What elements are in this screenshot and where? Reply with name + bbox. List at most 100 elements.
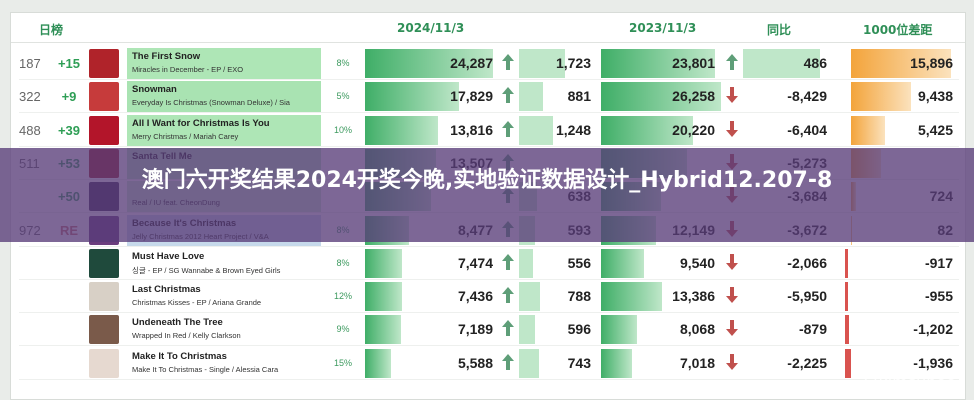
value-2024: 5,588 [457, 354, 493, 371]
value-2024-delta: 1,248 [555, 121, 591, 138]
trend-arrow-icon [501, 352, 515, 372]
value-2024-delta: 881 [567, 88, 591, 105]
row-divider [19, 345, 959, 347]
trend-arrow-icon [501, 285, 515, 305]
header-date-2023: 2023/11/3 [629, 21, 697, 35]
album-cover-image [89, 248, 119, 278]
bar-2023 [601, 348, 633, 378]
value-2023: 13,386 [672, 288, 715, 305]
header-date-2024: 2024/11/3 [397, 21, 465, 35]
trend-arrow-icon [501, 52, 515, 72]
value-2024: 7,474 [457, 254, 493, 271]
song-title: Must Have Love [132, 250, 205, 262]
value-2024: 7,436 [457, 288, 493, 305]
value-gap-1000: -1,936 [913, 354, 953, 371]
bar-gap [845, 348, 851, 378]
value-2023: 8,068 [679, 321, 715, 338]
share-percent: 15% [333, 357, 352, 368]
bar-gap [845, 248, 848, 278]
song-info: Undeneath The Tree Wrapped In Red / Kelly… [127, 314, 321, 346]
song-info: Must Have Love 싱글 - EP / SG Wannabe & Bro… [127, 247, 321, 279]
header-daily: 日榜 [39, 23, 64, 37]
album-artist: Christmas Kisses - EP / Ariana Grande [132, 298, 262, 308]
album-cover-image [89, 282, 119, 312]
bar-gap [851, 82, 911, 112]
value-2024: 24,287 [450, 55, 493, 71]
value-gap-1000: 15,896 [910, 55, 953, 71]
trend-arrow-icon [725, 318, 739, 338]
row-divider [19, 378, 959, 380]
value-2024: 7,189 [457, 321, 493, 338]
song-title: The First Snow [132, 51, 201, 62]
row-divider [19, 312, 959, 314]
watermark-text: @kimsunoo [862, 373, 957, 392]
trend-arrow-icon [725, 252, 739, 272]
trend-arrow-icon [725, 352, 739, 372]
song-title: Last Christmas [132, 284, 201, 296]
table-row[interactable]: 187 +15 The First Snow Miracles in December… [11, 47, 965, 80]
trend-arrow-icon [501, 85, 515, 105]
bar-yoy [743, 49, 821, 78]
row-divider [19, 79, 959, 80]
song-title: Make It To Christmas [132, 350, 227, 362]
bar-2023 [601, 82, 721, 112]
bar-2024-delta [519, 115, 553, 145]
album-cover-image [89, 348, 119, 378]
table-row[interactable]: Make It To Christmas Make It To Christmas… [11, 347, 965, 380]
bar-2024 [365, 115, 438, 145]
bar-2023 [601, 115, 694, 145]
bar-gap [845, 315, 849, 345]
trend-arrow-icon [725, 119, 739, 139]
table-row[interactable]: Must Have Love 싱글 - EP / SG Wannabe & Bro… [11, 247, 965, 280]
bar-2024-delta [519, 348, 539, 378]
table-row[interactable]: Undeneath The Tree Wrapped In Red / Kelly… [11, 313, 965, 347]
value-2024-delta: 788 [567, 288, 591, 305]
value-2023: 23,801 [672, 55, 715, 71]
value-2023: 26,258 [672, 88, 715, 105]
bar-2024 [365, 348, 392, 378]
table-row[interactable]: 488 +39 All I Want for Christmas Is You Mer… [11, 114, 965, 147]
value-yoy: -2,066 [787, 254, 827, 271]
row-divider [19, 145, 959, 147]
rank-change-cell: +39 [57, 122, 81, 138]
album-artist: 싱글 - EP / SG Wannabe & Brown Eyed Girls [132, 265, 281, 275]
rank-cell: 187 [19, 56, 41, 71]
album-artist: Merry Christmas / Mariah Carey [132, 131, 239, 141]
song-info: Last Christmas Christmas Kisses - EP / Ar… [127, 281, 321, 313]
header-yoy: 同比 [767, 23, 792, 37]
value-gap-1000: 9,438 [917, 88, 953, 105]
bar-2024-delta [519, 82, 543, 112]
share-percent: 10% [333, 124, 352, 135]
trend-arrow-icon [501, 119, 515, 139]
row-divider [19, 278, 959, 280]
bar-gap [851, 115, 885, 145]
album-cover-image [89, 115, 119, 145]
value-2024-delta: 743 [567, 354, 591, 371]
song-info: All I Want for Christmas Is You Merry Chr… [127, 114, 321, 146]
value-yoy: -2,225 [787, 354, 827, 371]
album-cover-image [89, 82, 119, 112]
bar-gap [851, 49, 951, 78]
value-gap-1000: -1,202 [913, 321, 953, 338]
value-2023: 20,220 [672, 121, 715, 138]
table-row[interactable]: 322 +9 Snowman Everyday Is Christmas (Snowm… [11, 80, 965, 114]
rank-cell: 322 [19, 89, 41, 105]
bar-2024 [365, 49, 494, 78]
bar-2024 [365, 82, 459, 112]
bar-2024 [365, 315, 401, 345]
value-yoy: -6,404 [787, 121, 827, 138]
value-yoy: -8,429 [787, 88, 827, 105]
value-2024-delta: 596 [567, 321, 591, 338]
bar-2024 [365, 248, 402, 278]
value-gap-1000: -955 [924, 288, 953, 305]
table-row[interactable]: Last Christmas Christmas Kisses - EP / Ar… [11, 280, 965, 314]
bar-2023 [601, 248, 645, 278]
song-title: All I Want for Christmas Is You [132, 117, 270, 129]
share-percent: 5% [336, 91, 350, 102]
value-2023: 7,018 [679, 354, 715, 371]
share-percent: 8% [336, 257, 350, 268]
banner-title: 澳门六开奖结果2024开奖今晚,实地验证数据设计_Hybrid12.207-8 [141, 168, 833, 193]
bar-2024-delta [519, 315, 535, 345]
share-percent: 9% [336, 324, 350, 335]
trend-arrow-icon [725, 85, 739, 105]
